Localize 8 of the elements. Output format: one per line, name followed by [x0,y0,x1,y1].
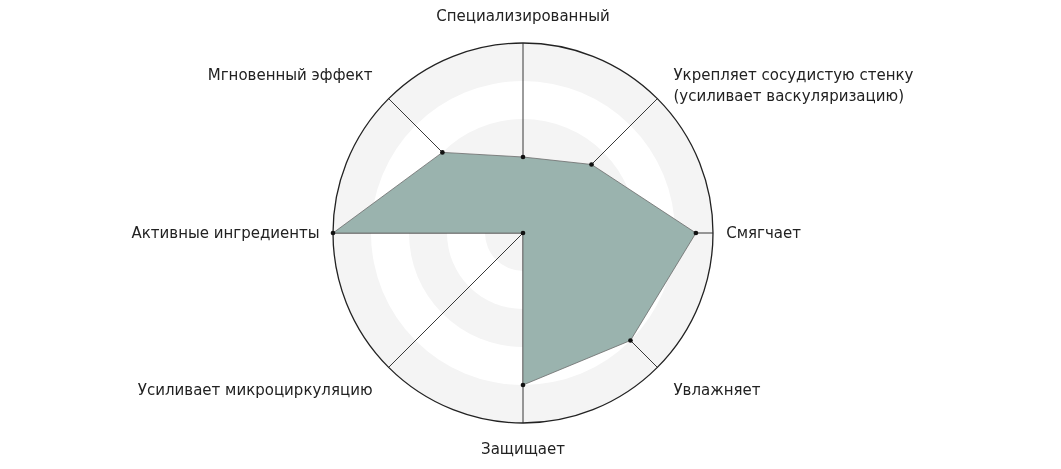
spoke-label: Активные ингредиенты [131,224,320,242]
spoke-label: Защищает [481,440,566,458]
spoke-label: Мгновенный эффект [207,65,373,84]
spoke-label: Усиливает микроциркуляцию [137,381,373,400]
spoke-label: Увлажняет [673,381,761,400]
spoke-label: Укрепляет сосудистую стенку (усиливает васкуляризацию) [673,65,914,105]
spoke-label: Специализированный [436,7,610,25]
spoke-label: Смягчает [726,224,802,242]
